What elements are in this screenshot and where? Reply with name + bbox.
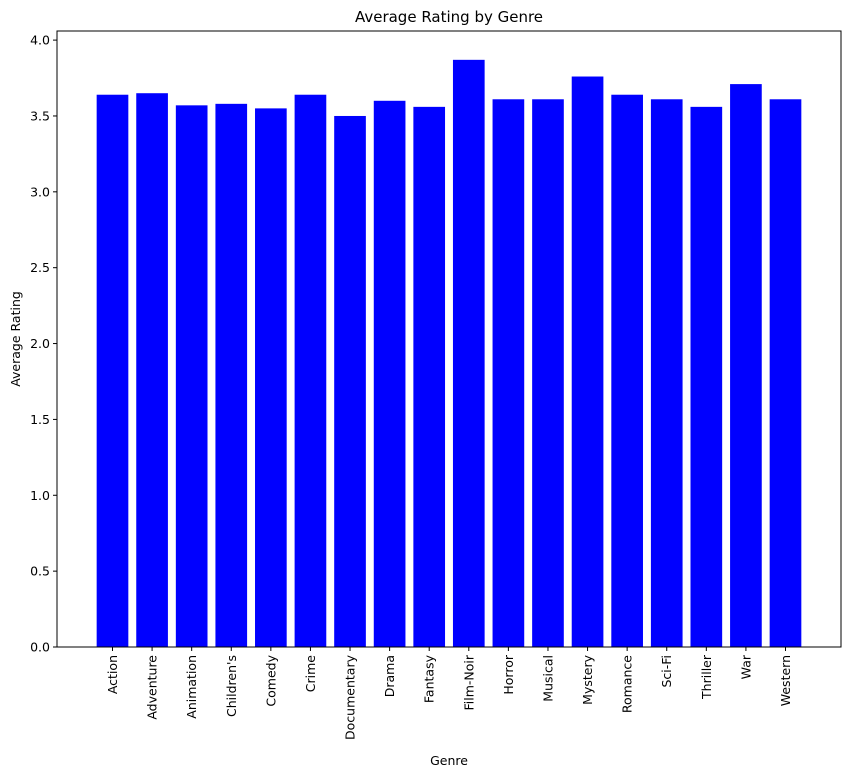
y-axis-ticks: 0.0 0.5 1.0 1.5 2.0 2.5 3.0 3.5 4.0 bbox=[30, 33, 57, 655]
bar-mystery bbox=[571, 76, 604, 647]
bars-group bbox=[96, 59, 802, 648]
bar-fantasy bbox=[413, 106, 446, 648]
x-axis-ticks: Action Adventure Animation Children's Comedy… bbox=[105, 647, 793, 740]
y-tick-label: 2.5 bbox=[30, 260, 50, 275]
y-tick-label: 0.0 bbox=[30, 640, 50, 655]
bar-film-noir bbox=[452, 59, 485, 647]
y-axis-title: Average Rating bbox=[8, 291, 23, 387]
y-tick-label: 0.5 bbox=[30, 564, 50, 579]
x-tick-label: Animation bbox=[184, 655, 199, 719]
x-tick-label: Western bbox=[778, 655, 793, 706]
x-tick-label: Children's bbox=[224, 655, 239, 717]
x-tick-label: Sci-Fi bbox=[659, 655, 674, 688]
x-tick-label: Documentary bbox=[343, 654, 358, 740]
x-tick-label: Film-Noir bbox=[461, 654, 476, 710]
x-tick-label: Thriller bbox=[699, 654, 714, 700]
x-tick-label: Crime bbox=[303, 655, 318, 693]
bar-animation bbox=[175, 105, 208, 648]
x-axis-title: Genre bbox=[430, 753, 468, 768]
x-tick-label: Romance bbox=[620, 655, 635, 713]
bar-action bbox=[96, 94, 129, 648]
x-tick-label: Drama bbox=[382, 655, 397, 697]
x-tick-label: Mystery bbox=[580, 654, 595, 704]
y-tick-label: 1.0 bbox=[30, 488, 50, 503]
y-tick-label: 1.5 bbox=[30, 412, 50, 427]
y-tick-label: 3.5 bbox=[30, 108, 50, 123]
x-tick-label: Fantasy bbox=[422, 654, 437, 703]
bar-thriller bbox=[690, 106, 723, 648]
bar-crime bbox=[294, 94, 327, 648]
bar-war bbox=[730, 84, 762, 648]
plot-frame bbox=[56, 30, 842, 648]
y-tick-label: 3.0 bbox=[30, 184, 50, 199]
bar-documentary bbox=[334, 115, 366, 648]
y-tick-label: 2.0 bbox=[30, 336, 50, 351]
x-tick-label: Action bbox=[105, 655, 120, 694]
chart-title: Average Rating by Genre bbox=[355, 8, 543, 26]
bar-comedy bbox=[255, 108, 287, 647]
x-tick-label: Comedy bbox=[263, 654, 278, 706]
x-tick-label: Musical bbox=[540, 655, 555, 702]
bar-sci-fi bbox=[650, 99, 683, 647]
y-tick-label: 4.0 bbox=[30, 33, 50, 48]
bar-western bbox=[769, 99, 802, 647]
bar-drama bbox=[373, 100, 406, 648]
bar-children-s bbox=[215, 103, 248, 647]
bar-romance bbox=[611, 94, 643, 648]
x-tick-label: Adventure bbox=[145, 655, 160, 720]
bar-musical bbox=[532, 99, 564, 647]
x-tick-label: War bbox=[738, 654, 753, 679]
bar-horror bbox=[492, 99, 525, 647]
x-tick-label: Horror bbox=[501, 654, 516, 694]
bar-adventure bbox=[136, 93, 168, 647]
